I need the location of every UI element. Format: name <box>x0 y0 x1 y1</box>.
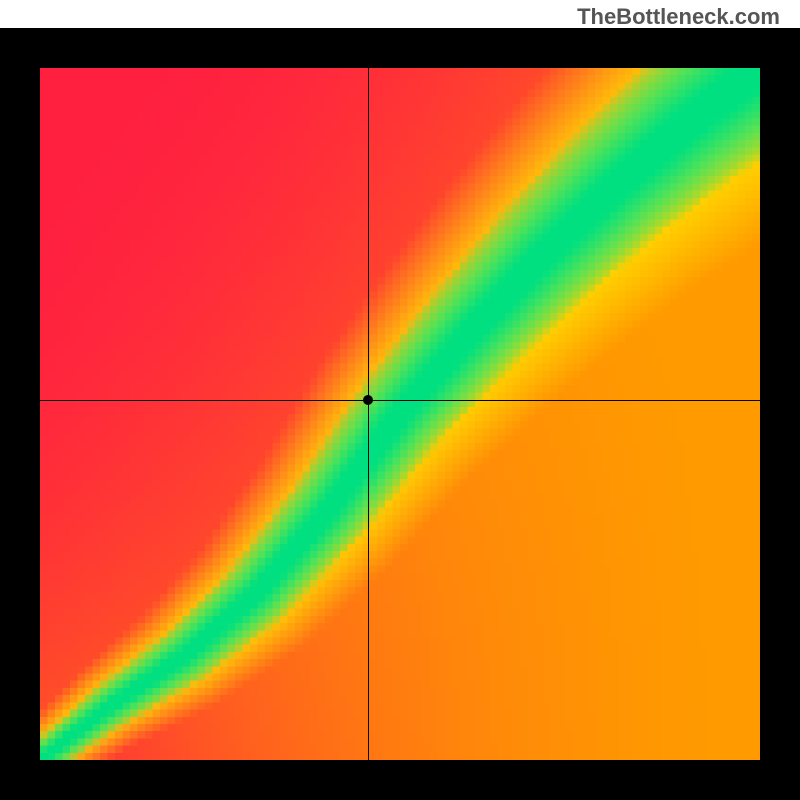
chart-frame <box>0 28 800 800</box>
chart-container: TheBottleneck.com <box>0 0 800 800</box>
plot-area <box>40 68 760 760</box>
watermark-text: TheBottleneck.com <box>577 4 780 30</box>
crosshair-vertical <box>368 68 369 760</box>
crosshair-horizontal <box>40 400 760 401</box>
crosshair-marker <box>363 395 373 405</box>
heatmap-canvas <box>40 68 760 760</box>
